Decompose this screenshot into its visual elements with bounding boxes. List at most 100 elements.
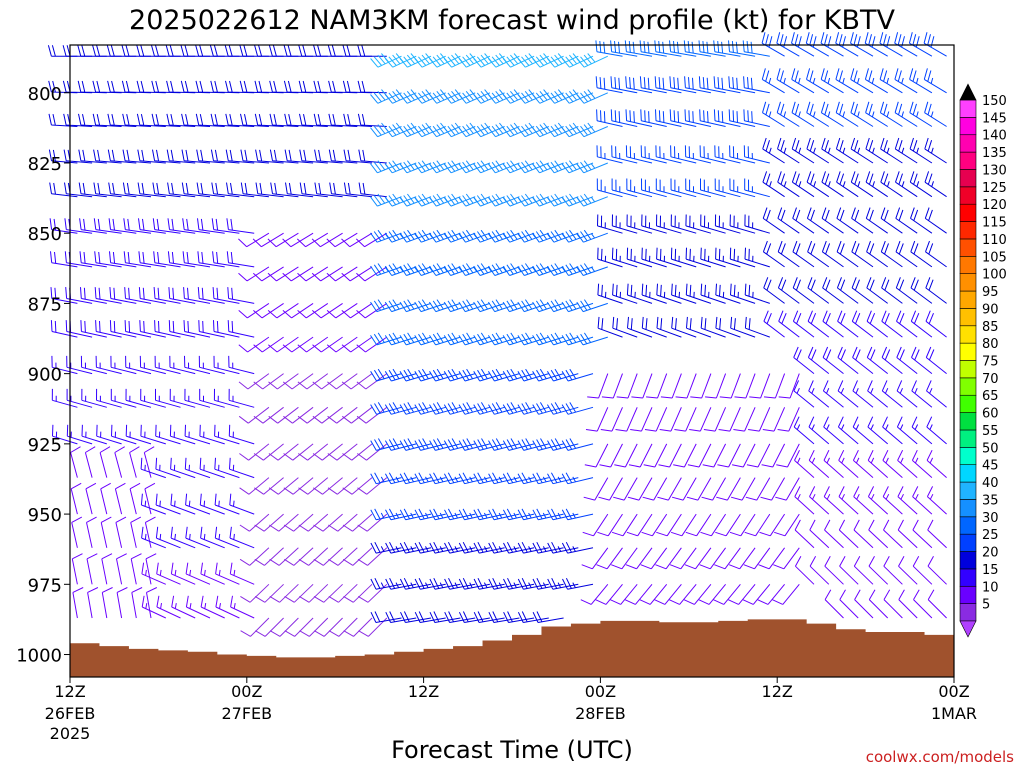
- wind-barb: [268, 373, 299, 390]
- wind-barb: [185, 595, 211, 619]
- wind-barb: [909, 171, 933, 198]
- wind-barb: [897, 486, 918, 515]
- wind-barb: [370, 122, 402, 138]
- wind-barb: [532, 53, 564, 68]
- wind-barb: [414, 122, 446, 138]
- wind-barb: [458, 89, 491, 104]
- wind-barb: [429, 160, 461, 174]
- wind-barb: [285, 182, 314, 198]
- wind-barb: [882, 449, 903, 478]
- wind-barb: [807, 240, 830, 268]
- wind-barb: [762, 171, 785, 198]
- wind-barb: [596, 109, 623, 127]
- wind-barb: [532, 89, 564, 104]
- wind-barb: [807, 310, 830, 338]
- wind-barb: [616, 373, 638, 399]
- wind-barb: [399, 229, 432, 243]
- colorbar-swatch: [959, 325, 977, 344]
- wind-barb: [646, 373, 668, 399]
- wind-barb: [655, 109, 682, 127]
- wind-barb: [897, 519, 918, 549]
- wind-barb: [156, 562, 181, 585]
- wind-barb: [912, 555, 933, 585]
- wind-barb: [342, 547, 373, 566]
- colorbar-label: 140: [982, 129, 1007, 144]
- wind-barb: [502, 122, 535, 138]
- wind-barb: [458, 160, 491, 174]
- wind-barb: [660, 373, 682, 399]
- wind-barb: [239, 477, 270, 495]
- wind-barb: [370, 229, 402, 243]
- wind-barb: [503, 611, 535, 623]
- wind-barb: [95, 355, 122, 375]
- wind-barb: [94, 287, 122, 304]
- wind-barb: [576, 229, 608, 243]
- wind-barb: [778, 310, 800, 338]
- wind-barb: [343, 149, 373, 164]
- wind-barb: [760, 477, 786, 501]
- wind-barb: [762, 207, 785, 234]
- wind-barb: [585, 407, 609, 432]
- wind-barb: [284, 583, 314, 603]
- wind-barb: [122, 182, 152, 198]
- wind-barb: [793, 416, 815, 445]
- wind-barb: [654, 40, 682, 57]
- wind-barb: [141, 526, 166, 549]
- wind-barb: [909, 137, 933, 164]
- wind-barb: [414, 541, 446, 554]
- wind-barb: [715, 247, 741, 268]
- wind-barb: [656, 316, 682, 338]
- wind-barb: [328, 617, 358, 637]
- wind-barb: [199, 424, 225, 445]
- wind-barb: [853, 519, 874, 549]
- wind-barb: [808, 449, 830, 478]
- wind-barb: [611, 513, 638, 537]
- wind-barb: [341, 266, 373, 282]
- wind-barb: [684, 145, 712, 164]
- wind-barb: [122, 113, 152, 127]
- wind-barb: [155, 457, 181, 479]
- wind-barb: [328, 149, 358, 164]
- wind-barb: [213, 388, 240, 408]
- wind-barb: [867, 449, 889, 478]
- wind-barb: [641, 214, 667, 234]
- wind-barb: [925, 240, 947, 268]
- wind-barb: [239, 513, 270, 532]
- wind-barb: [729, 214, 756, 234]
- wind-barb: [631, 373, 653, 399]
- wind-barb: [215, 562, 240, 585]
- wind-barb: [254, 477, 284, 495]
- wind-barb: [715, 316, 741, 338]
- wind-barb: [744, 316, 770, 338]
- wind-barb: [881, 346, 903, 374]
- wind-barb: [414, 89, 446, 104]
- wind-barb: [880, 240, 903, 268]
- wind-barb: [761, 32, 785, 57]
- wind-barb: [255, 149, 284, 164]
- wind-barb: [297, 336, 329, 353]
- wind-barb: [625, 547, 653, 570]
- wind-barb: [742, 40, 770, 57]
- wind-barb: [473, 577, 505, 590]
- wind-barb: [458, 193, 491, 207]
- wind-barb: [70, 446, 81, 478]
- colorbar-label: 35: [982, 493, 999, 508]
- wind-barb: [517, 577, 549, 590]
- wind-barb: [727, 583, 756, 605]
- wind-barb: [532, 160, 564, 174]
- wind-barb: [896, 310, 918, 338]
- wind-barb: [546, 193, 579, 207]
- y-tick-label: 800: [28, 84, 62, 105]
- wind-barb: [669, 109, 697, 127]
- wind-barb: [924, 207, 947, 234]
- wind-barb: [66, 424, 93, 445]
- x-tick-label: 12Z: [762, 682, 793, 701]
- wind-barb: [141, 595, 167, 619]
- wind-barb: [254, 547, 284, 566]
- wind-barb: [532, 611, 564, 623]
- wind-barb: [210, 149, 240, 164]
- wind-barb: [839, 589, 859, 619]
- wind-barb: [429, 577, 461, 590]
- wind-barb: [136, 113, 166, 127]
- wind-barb: [326, 266, 358, 282]
